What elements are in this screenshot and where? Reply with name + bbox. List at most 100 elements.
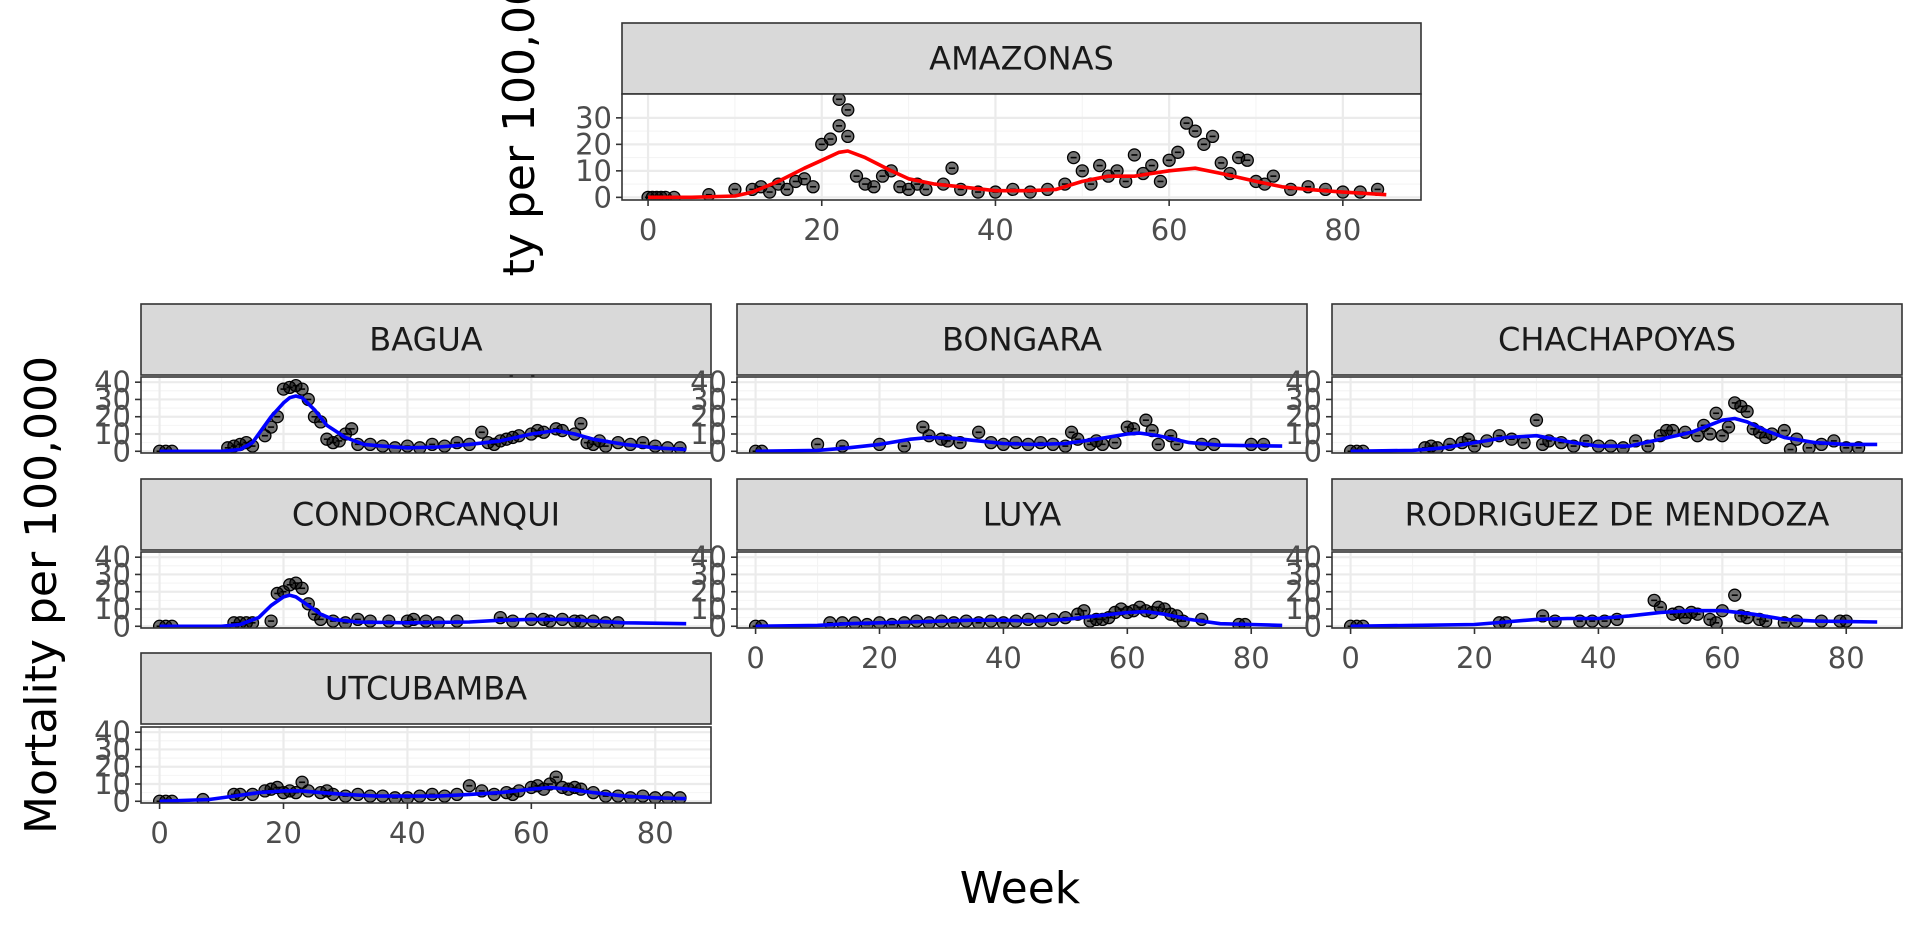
x-tick-label: 40 <box>977 213 1014 247</box>
x-tick-label: 80 <box>1828 641 1865 675</box>
y-tick-label: 30 <box>1285 382 1322 416</box>
x-tick-label: 20 <box>265 816 302 850</box>
y-tick-label: 30 <box>1285 557 1322 591</box>
y-tick-label: 20 <box>1285 575 1322 609</box>
trend-line-utcubamba <box>159 785 687 803</box>
panel-border-bagua <box>140 376 712 454</box>
y-tick-label: 0 <box>113 434 131 468</box>
y-tick-label: 0 <box>1304 434 1322 468</box>
y-tick-label: 20 <box>690 400 727 434</box>
y-tick-label: 0 <box>594 180 612 214</box>
x-tick-label: 20 <box>861 641 898 675</box>
panel-border-bongara <box>736 376 1308 454</box>
plot-area-utcubamba <box>141 727 711 803</box>
strip-luya <box>736 478 1308 551</box>
panel-border-rodriguez-de-mendoza <box>1331 551 1903 629</box>
region-y-title-mask <box>480 276 620 301</box>
x-axis-title: Week <box>960 863 1081 914</box>
strip-label-rodriguez-de-mendoza: RODRIGUEZ DE MENDOZA <box>1405 496 1830 534</box>
panel-border-condorcanqui <box>140 551 712 629</box>
y-tick-label: 10 <box>94 592 131 626</box>
strip-bagua <box>140 303 712 376</box>
y-tick-label: 30 <box>94 557 131 591</box>
plot-area-luya <box>737 552 1307 628</box>
y-tick-label: 20 <box>575 127 612 161</box>
y-tick-label: 0 <box>709 434 727 468</box>
trend-line-luya <box>755 609 1283 628</box>
y-tick-label: 20 <box>690 575 727 609</box>
trend-line-bagua <box>159 394 687 453</box>
x-tick-label: 40 <box>389 816 426 850</box>
y-tick-label: 40 <box>1285 540 1322 574</box>
y-tick-label: 0 <box>113 784 131 818</box>
strip-bongara <box>736 303 1308 376</box>
y-tick-label: 0 <box>1304 609 1322 643</box>
y-tick-label: 40 <box>690 540 727 574</box>
strip-amazonas <box>621 22 1422 95</box>
data-point <box>1783 442 1798 453</box>
panel-border-utcubamba <box>140 726 712 804</box>
y-tick-label: 10 <box>1285 417 1322 451</box>
x-tick-label: 40 <box>985 641 1022 675</box>
x-tick-label: 60 <box>1109 641 1146 675</box>
y-tick-label: 30 <box>690 557 727 591</box>
y-tick-label: 20 <box>94 575 131 609</box>
province-y-axis-title: Mortality per 100,000 <box>16 356 67 834</box>
y-tick-label: 40 <box>94 365 131 399</box>
strip-utcubamba <box>140 652 712 725</box>
strip-rodriguez-de-mendoza <box>1331 478 1903 551</box>
x-tick-label: 0 <box>746 641 764 675</box>
x-tick-label: 80 <box>637 816 674 850</box>
strip-label-condorcanqui: CONDORCANQUI <box>292 496 560 534</box>
y-tick-label: 40 <box>690 365 727 399</box>
strip-label-bagua: BAGUA <box>369 321 483 359</box>
trend-line-bongara <box>755 431 1283 453</box>
y-tick-label: 30 <box>94 732 131 766</box>
y-tick-label: 20 <box>94 400 131 434</box>
y-tick-label: 40 <box>94 540 131 574</box>
y-tick-label: 30 <box>94 382 131 416</box>
trend-line-condorcanqui <box>159 593 687 628</box>
y-tick-label: 0 <box>113 609 131 643</box>
y-tick-label: 0 <box>709 609 727 643</box>
y-tick-label: 10 <box>1285 592 1322 626</box>
x-tick-label: 0 <box>639 213 657 247</box>
gridlines-amazonas <box>622 94 1421 200</box>
y-tick-label: 20 <box>94 750 131 784</box>
strip-label-luya: LUYA <box>983 496 1062 534</box>
x-tick-label: 60 <box>1151 213 1188 247</box>
x-tick-label: 0 <box>1341 641 1359 675</box>
trend-line-amazonas <box>648 149 1387 200</box>
gridlines-bongara <box>737 377 1307 453</box>
strip-chachapoyas <box>1331 303 1903 376</box>
strip-label-amazonas: AMAZONAS <box>929 40 1114 78</box>
strip-label-chachapoyas: CHACHAPOYAS <box>1498 321 1736 359</box>
y-tick-label: 20 <box>1285 400 1322 434</box>
strip-condorcanqui <box>140 478 712 551</box>
y-tick-label: 40 <box>94 715 131 749</box>
x-tick-label: 0 <box>150 816 168 850</box>
panel-border-luya <box>736 551 1308 629</box>
y-tick-label: 10 <box>94 417 131 451</box>
y-tick-label: 30 <box>575 101 612 135</box>
panel-border-amazonas <box>621 93 1422 201</box>
x-tick-label: 40 <box>1580 641 1617 675</box>
y-tick-label: 10 <box>575 154 612 188</box>
y-tick-label: 10 <box>690 417 727 451</box>
x-tick-label: 80 <box>1324 213 1361 247</box>
strip-label-utcubamba: UTCUBAMBA <box>325 670 527 708</box>
y-tick-label: 30 <box>690 382 727 416</box>
strip-label-bongara: BONGARA <box>942 321 1102 359</box>
x-tick-label: 20 <box>803 213 840 247</box>
x-tick-label: 60 <box>1704 641 1741 675</box>
y-tick-label: 40 <box>1285 365 1322 399</box>
